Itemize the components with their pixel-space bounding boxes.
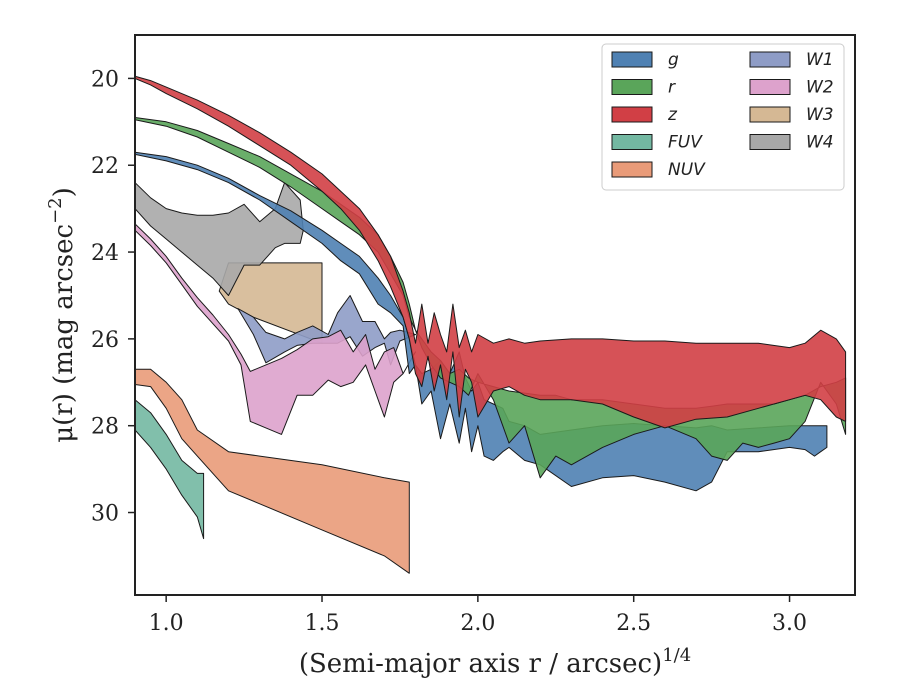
- legend-label-r: r: [668, 78, 676, 98]
- legend-swatch-w1: [749, 51, 791, 68]
- legend-label-w4: W4: [806, 133, 834, 153]
- plot-frame: [134, 34, 856, 596]
- y-tick-label: 26: [91, 328, 119, 353]
- y-axis-label: μ(r) (mag arcsec−2): [45, 187, 79, 443]
- y-tick-label: 30: [91, 502, 119, 527]
- x-tick-label: 1.5: [305, 611, 340, 636]
- legend-label-w1: W1: [806, 50, 834, 70]
- band-fuv: [135, 399, 205, 540]
- legend-swatch-w4: [749, 134, 791, 150]
- legend-swatch-w3: [749, 106, 791, 123]
- legend: grz FUV NUV W1 W2 W3 W4: [601, 43, 845, 191]
- band-nuv: [135, 368, 410, 574]
- legend-label-w3: W3: [806, 105, 834, 125]
- x-tick-label: 3.0: [772, 611, 807, 636]
- band-z: [135, 75, 847, 429]
- x-tick-label: 1.0: [149, 611, 184, 636]
- y-tick-label: 28: [91, 415, 119, 440]
- y-axis-ticks: 20 22 24 26 28 30: [91, 67, 135, 527]
- x-tick-label: 2.5: [616, 611, 651, 636]
- band-w4: [135, 182, 304, 296]
- legend-label-g: g: [668, 50, 679, 70]
- legend-swatch-z: [611, 106, 653, 123]
- y-tick-label: 24: [91, 241, 119, 266]
- legend-swatch-w2: [749, 79, 791, 95]
- x-axis-label: (Semi-major axis r / arcsec)1/4: [299, 645, 691, 679]
- legend-swatch-fuv: [611, 134, 653, 150]
- x-axis-ticks: 1.0 1.5 2.0 2.5 3.0: [149, 595, 807, 636]
- profile-bands: [135, 75, 847, 574]
- legend-swatch-g: [611, 51, 653, 68]
- y-tick-label: 22: [91, 154, 119, 179]
- x-tick-label: 2.0: [460, 611, 495, 636]
- y-tick-label: 20: [91, 67, 119, 92]
- legend-swatch-r: [611, 79, 653, 95]
- legend-swatch-nuv: [611, 161, 653, 178]
- legend-label-fuv: FUV: [668, 133, 703, 153]
- legend-label-w2: W2: [806, 78, 834, 98]
- legend-label-z: z: [667, 105, 678, 125]
- legend-label-nuv: NUV: [668, 160, 706, 180]
